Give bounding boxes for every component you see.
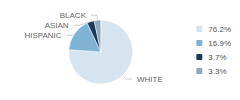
svg-text:3.3%: 3.3% bbox=[208, 67, 226, 76]
svg-text:76.2%: 76.2% bbox=[208, 25, 231, 34]
svg-text:WHITE: WHITE bbox=[137, 75, 163, 84]
svg-text:HISPANIC: HISPANIC bbox=[24, 31, 61, 40]
svg-text:3.7%: 3.7% bbox=[208, 53, 226, 62]
svg-text:ASIAN: ASIAN bbox=[45, 21, 69, 30]
svg-text:16.9%: 16.9% bbox=[208, 39, 231, 48]
svg-text:BLACK: BLACK bbox=[60, 11, 87, 20]
